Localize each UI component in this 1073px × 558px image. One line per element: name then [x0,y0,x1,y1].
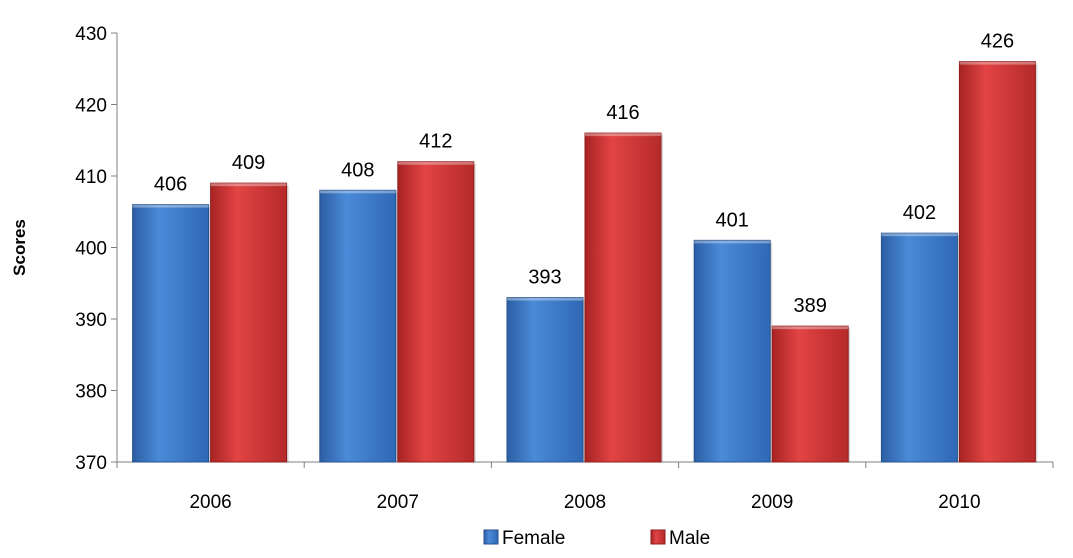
bar-male-2006 [210,182,288,463]
data-label-male-2007: 412 [419,131,452,153]
bars [132,61,1038,463]
y-axis-title-group: Scores [10,219,29,276]
x-axis: 2006 2007 2008 2009 2010 [116,461,1054,513]
legend: Female Male [483,528,710,549]
legend-swatch-female [483,529,499,545]
data-labels: 406 409 408 412 393 416 401 389 402 426 [154,31,1014,318]
y-tick-label: 380 [75,382,107,403]
bar-female-2007 [319,189,397,463]
bar-highlight [507,297,583,301]
y-axis-title: Scores [10,219,29,276]
data-label-female-2010: 402 [903,202,936,224]
data-label-male-2008: 416 [606,102,639,124]
data-label-male-2010: 426 [981,31,1014,53]
bar-male-2009 [771,325,849,463]
bar-female-2010 [880,232,958,463]
bar-highlight [585,133,661,137]
data-label-female-2006: 406 [154,174,187,196]
bar-highlight [881,233,958,237]
x-tick-label: 2010 [938,492,980,513]
data-label-female-2009: 401 [716,209,749,231]
bar-male-2008 [584,132,662,463]
y-tick-label: 410 [75,167,107,188]
bar-highlight [319,190,396,194]
y-tick-label: 390 [75,310,107,331]
legend-label-female: Female [502,528,565,549]
bar-highlight [397,161,474,165]
x-tick-label: 2006 [189,492,231,513]
bar-male-2007 [397,161,475,463]
y-tick-label: 400 [75,239,107,260]
y-tick-label: 370 [75,453,107,474]
y-axis: 370 380 390 400 410 420 430 [75,24,118,474]
bar-female-2009 [693,239,771,463]
data-label-female-2007: 408 [341,159,374,181]
bar-highlight [694,240,771,244]
bar-female-2008 [506,297,584,463]
legend-label-male: Male [669,528,710,549]
x-tick-label: 2007 [377,492,419,513]
data-label-female-2008: 393 [528,267,561,289]
bar-highlight [772,326,849,330]
data-label-male-2006: 409 [232,152,265,174]
data-label-male-2009: 389 [794,295,827,317]
bar-male-2010 [958,61,1036,463]
bar-highlight [210,183,287,187]
bar-highlight [959,61,1036,65]
x-tick-label: 2009 [751,492,793,513]
y-tick-label: 430 [75,24,107,45]
bar-female-2006 [132,204,210,463]
y-tick-label: 420 [75,96,107,117]
bar-highlight [132,204,209,208]
legend-swatch-male [650,529,666,545]
x-tick-label: 2008 [564,492,606,513]
